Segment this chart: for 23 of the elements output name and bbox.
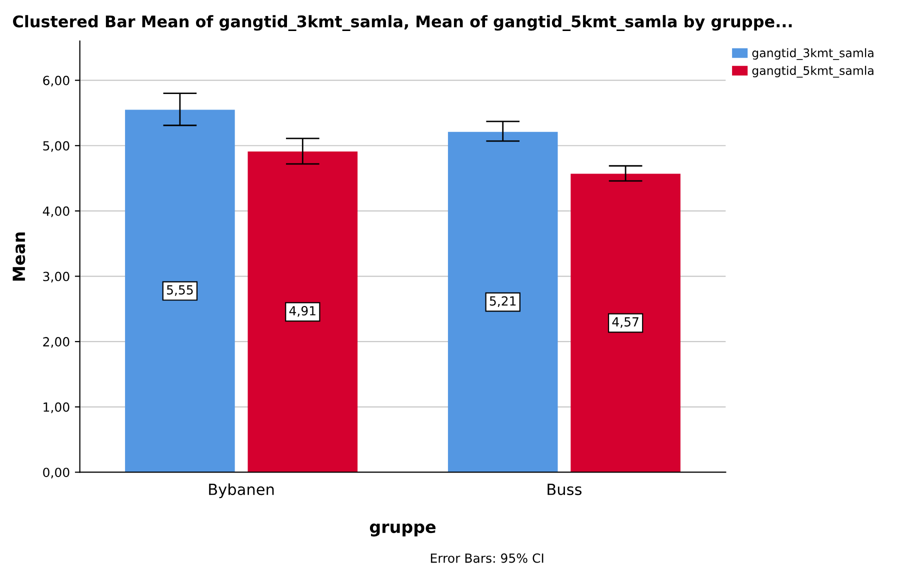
data-label: 5,21 bbox=[490, 296, 516, 307]
bar bbox=[125, 110, 235, 472]
y-tick-label: 4,00 bbox=[42, 206, 70, 218]
x-axis-title: gruppe bbox=[370, 524, 436, 536]
data-label: 4,91 bbox=[289, 306, 316, 317]
x-tick-label: Bybanen bbox=[209, 483, 274, 498]
y-tick-label: 6,00 bbox=[43, 76, 70, 87]
text: Error Bars: 95% CI bbox=[430, 553, 544, 563]
data-label: 4,57 bbox=[612, 317, 638, 328]
data-label: 5,55 bbox=[166, 285, 193, 296]
chart-title: Clustered Bar Mean of gangtid_3kmt_samla, Mean of gangtid_5kmt_samla by gruppe... bbox=[13, 15, 792, 31]
y-axis-title: Mean bbox=[12, 232, 26, 281]
y-tick-label: 1,00 bbox=[44, 402, 70, 414]
legend-label: gangtid_3kmt_samla bbox=[752, 48, 874, 60]
bar bbox=[248, 152, 358, 472]
x-tick-label: Buss bbox=[548, 484, 582, 496]
y-tick-label: 0,00 bbox=[43, 468, 70, 478]
legend-label: gangtid_5kmt_samla bbox=[752, 66, 874, 78]
y-tick-label: 5,00 bbox=[43, 141, 70, 152]
bar bbox=[448, 132, 558, 472]
y-tick-label: 3,00 bbox=[43, 272, 70, 282]
bar bbox=[570, 174, 680, 472]
y-tick-label: 2,00 bbox=[43, 337, 70, 348]
